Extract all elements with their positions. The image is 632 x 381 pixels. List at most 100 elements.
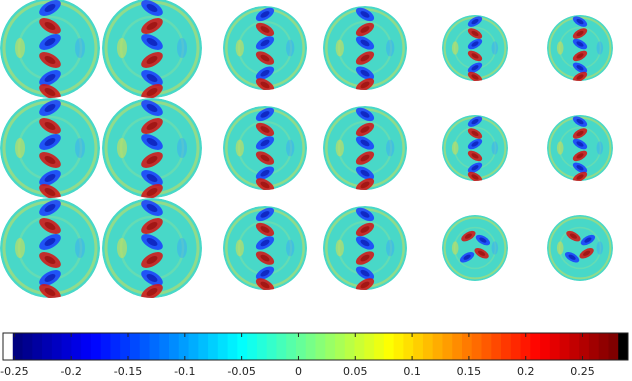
map-blob: [556, 41, 564, 55]
field-map: [0, 198, 100, 298]
map-blob: [386, 239, 395, 257]
map-blob: [286, 239, 295, 257]
colorbar-segment: [90, 333, 102, 360]
map-blob-core: [576, 165, 584, 171]
map-blob: [177, 238, 187, 258]
map-blob-core: [576, 153, 584, 159]
tick-label: -0.2: [60, 365, 81, 378]
map-blob: [75, 238, 85, 258]
map-blob-core: [260, 11, 270, 18]
map-blob-core: [576, 141, 584, 147]
map-blob-core: [260, 239, 270, 247]
field-map: [223, 106, 307, 190]
map-blob-core: [44, 188, 56, 196]
map-blob-core: [471, 53, 479, 59]
map-blob-core: [260, 211, 270, 218]
map-blob: [491, 41, 499, 55]
map-blob: [117, 238, 127, 258]
map-blob-core: [260, 254, 270, 262]
map-blob-core: [146, 88, 158, 96]
map-blob-core: [260, 126, 270, 133]
colorbar-frame: [2, 332, 629, 361]
map-blob: [451, 141, 459, 155]
map-blob-core: [146, 4, 158, 12]
map-blob-core: [260, 139, 270, 147]
map-blob: [491, 241, 499, 255]
colorbar-segment: [227, 333, 238, 360]
tick-label: -0.25: [0, 365, 28, 378]
map-blob-core: [360, 254, 370, 262]
map-blob-core: [44, 288, 56, 296]
map-blob-core: [44, 4, 56, 12]
tick-label: 0.05: [343, 365, 368, 378]
colorbar-segment: [188, 333, 199, 360]
tick-label: 0: [295, 365, 302, 378]
map-blob-core: [576, 65, 584, 71]
map-blob-core: [471, 18, 479, 25]
map-background: [547, 215, 613, 281]
map-blob-core: [576, 130, 584, 137]
map-blob-core: [146, 222, 158, 230]
map-blob: [335, 139, 344, 157]
map-blob-core: [260, 281, 270, 289]
map-blob-core: [44, 204, 56, 212]
map-blob-core: [471, 130, 479, 137]
colorbar-segment: [266, 333, 277, 360]
map-blob: [556, 141, 564, 155]
colorbar-segment: [256, 333, 268, 360]
map-blob-core: [360, 239, 370, 247]
map-blob: [491, 141, 499, 155]
map-blob-core: [360, 39, 370, 47]
colorbar-segment: [501, 333, 512, 360]
colorbar-segment: [305, 333, 316, 360]
colorbar-segment: [393, 333, 404, 360]
map-blob-core: [260, 181, 270, 189]
map-blob-core: [360, 281, 370, 289]
map-blob-core: [146, 256, 158, 264]
field-map: [0, 0, 100, 98]
map-blob-core: [146, 204, 158, 212]
field-map: [442, 15, 508, 81]
tick-label: 0.25: [570, 365, 595, 378]
tick-label: 0.2: [517, 365, 535, 378]
colorbar-segment: [491, 333, 502, 360]
colorbar-segment: [354, 333, 365, 360]
map-ring: [548, 216, 612, 280]
map-blob-core: [44, 138, 56, 146]
map-blob-core: [146, 38, 158, 46]
map-blob-core: [146, 138, 158, 146]
colorbar-segment: [471, 333, 483, 360]
map-blob: [556, 241, 564, 255]
map-blob: [235, 239, 244, 257]
map-blob-core: [260, 154, 270, 162]
map-blob-core: [146, 156, 158, 164]
field-map: [102, 98, 202, 198]
colorbar-segment: [51, 333, 63, 360]
map-blob: [335, 39, 344, 57]
map-blob: [286, 39, 295, 57]
colorbar-segment: [588, 333, 600, 360]
map-blob-core: [44, 274, 56, 282]
map-blob: [596, 241, 604, 255]
colorbar-segment: [432, 333, 443, 360]
map-blob: [451, 241, 459, 255]
map-blob-core: [471, 118, 479, 125]
map-blob-core: [146, 122, 158, 130]
colorbar-segment: [100, 333, 111, 360]
colorbar-segment: [276, 333, 287, 360]
map-blob-core: [260, 111, 270, 118]
colorbar-segment: [71, 333, 82, 360]
map-blob: [117, 38, 127, 58]
map-blob-core: [464, 233, 472, 239]
tick-label: 0.15: [457, 365, 482, 378]
map-blob-core: [260, 81, 270, 89]
colorbar-segment: [139, 333, 150, 360]
colorbar-segment: [178, 333, 190, 360]
map-blob: [451, 41, 459, 55]
colorbar-segment: [608, 333, 619, 360]
colorbar-segment: [325, 333, 336, 360]
map-blob-core: [360, 154, 370, 162]
map-blob-core: [471, 30, 479, 37]
map-blob-core: [44, 222, 56, 230]
field-map: [442, 215, 508, 281]
